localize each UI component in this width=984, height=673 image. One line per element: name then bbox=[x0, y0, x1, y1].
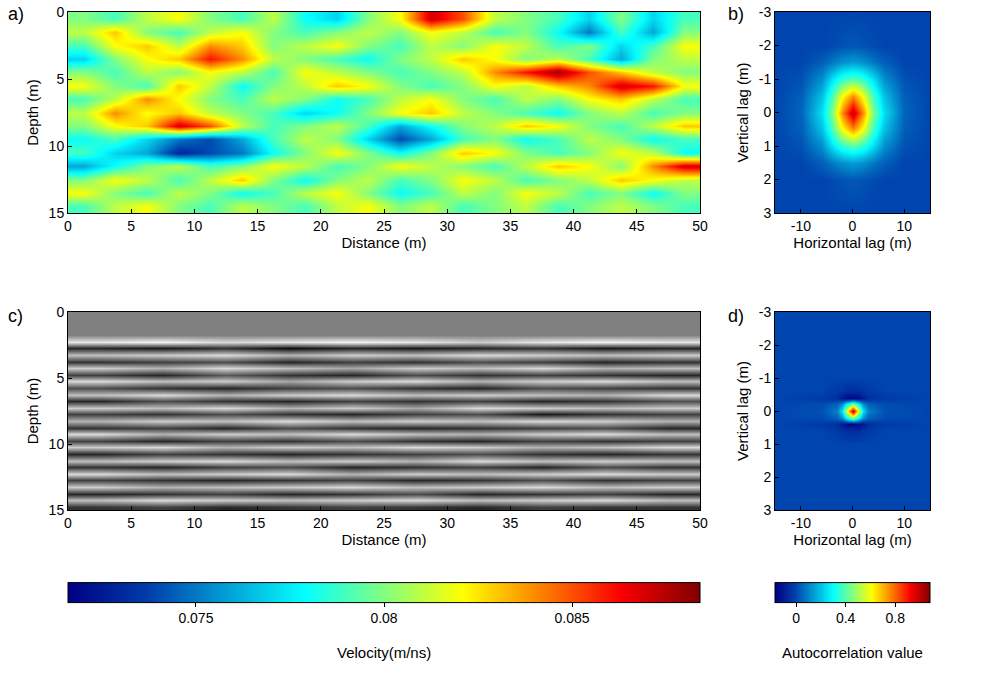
svg-text:-1: -1 bbox=[759, 71, 772, 87]
svg-text:45: 45 bbox=[629, 218, 645, 234]
svg-text:Distance (m): Distance (m) bbox=[341, 234, 426, 251]
svg-text:5: 5 bbox=[56, 370, 64, 386]
svg-text:0.075: 0.075 bbox=[178, 610, 213, 626]
svg-text:Vertical lag (m): Vertical lag (m) bbox=[734, 361, 751, 461]
svg-text:25: 25 bbox=[376, 218, 392, 234]
svg-text:15: 15 bbox=[250, 515, 266, 531]
svg-text:50: 50 bbox=[692, 515, 708, 531]
svg-text:25: 25 bbox=[376, 515, 392, 531]
svg-text:20: 20 bbox=[313, 515, 329, 531]
svg-text:10: 10 bbox=[187, 515, 203, 531]
svg-text:35: 35 bbox=[503, 218, 519, 234]
svg-text:15: 15 bbox=[49, 205, 65, 221]
svg-text:-10: -10 bbox=[791, 515, 811, 531]
svg-text:5: 5 bbox=[127, 218, 135, 234]
svg-text:0: 0 bbox=[763, 403, 771, 419]
svg-text:-10: -10 bbox=[791, 218, 811, 234]
svg-text:30: 30 bbox=[439, 218, 455, 234]
svg-text:0.8: 0.8 bbox=[886, 610, 906, 626]
svg-text:-3: -3 bbox=[759, 4, 772, 20]
svg-text:0: 0 bbox=[56, 304, 64, 320]
svg-text:0: 0 bbox=[64, 218, 72, 234]
svg-text:-3: -3 bbox=[759, 304, 772, 320]
svg-text:10: 10 bbox=[896, 515, 912, 531]
svg-text:Vertical lag (m): Vertical lag (m) bbox=[734, 62, 751, 162]
svg-text:-2: -2 bbox=[759, 37, 772, 53]
svg-text:5: 5 bbox=[127, 515, 135, 531]
svg-text:40: 40 bbox=[566, 218, 582, 234]
svg-text:3: 3 bbox=[763, 205, 771, 221]
svg-text:1: 1 bbox=[763, 436, 771, 452]
svg-text:0.085: 0.085 bbox=[555, 610, 590, 626]
svg-text:-2: -2 bbox=[759, 337, 772, 353]
svg-text:a): a) bbox=[8, 4, 24, 24]
svg-text:45: 45 bbox=[629, 515, 645, 531]
svg-text:Depth (m): Depth (m) bbox=[24, 378, 41, 445]
svg-text:10: 10 bbox=[49, 436, 65, 452]
svg-text:b): b) bbox=[728, 4, 744, 24]
svg-text:Horizontal lag (m): Horizontal lag (m) bbox=[793, 531, 911, 548]
svg-text:0: 0 bbox=[849, 515, 857, 531]
svg-text:20: 20 bbox=[313, 218, 329, 234]
svg-text:Distance (m): Distance (m) bbox=[341, 531, 426, 548]
svg-text:30: 30 bbox=[439, 515, 455, 531]
svg-text:35: 35 bbox=[503, 515, 519, 531]
svg-text:0: 0 bbox=[849, 218, 857, 234]
svg-text:Horizontal lag (m): Horizontal lag (m) bbox=[793, 234, 911, 251]
svg-text:0: 0 bbox=[64, 515, 72, 531]
svg-text:Velocity(m/ns): Velocity(m/ns) bbox=[337, 644, 431, 661]
svg-text:-1: -1 bbox=[759, 370, 772, 386]
svg-text:c): c) bbox=[8, 306, 23, 326]
svg-text:2: 2 bbox=[763, 469, 771, 485]
svg-text:d): d) bbox=[728, 306, 744, 326]
svg-text:0: 0 bbox=[792, 610, 800, 626]
svg-text:1: 1 bbox=[763, 138, 771, 154]
svg-text:3: 3 bbox=[763, 502, 771, 518]
svg-text:Autocorrelation value: Autocorrelation value bbox=[782, 644, 923, 661]
svg-text:50: 50 bbox=[692, 218, 708, 234]
svg-text:10: 10 bbox=[49, 138, 65, 154]
svg-text:5: 5 bbox=[56, 71, 64, 87]
svg-text:2: 2 bbox=[763, 171, 771, 187]
svg-text:Depth (m): Depth (m) bbox=[24, 79, 41, 146]
svg-text:0: 0 bbox=[56, 4, 64, 20]
svg-text:0.08: 0.08 bbox=[370, 610, 397, 626]
svg-text:0: 0 bbox=[763, 104, 771, 120]
svg-text:10: 10 bbox=[187, 218, 203, 234]
svg-text:15: 15 bbox=[49, 502, 65, 518]
svg-text:15: 15 bbox=[250, 218, 266, 234]
svg-text:40: 40 bbox=[566, 515, 582, 531]
svg-text:10: 10 bbox=[896, 218, 912, 234]
svg-text:0.4: 0.4 bbox=[836, 610, 856, 626]
